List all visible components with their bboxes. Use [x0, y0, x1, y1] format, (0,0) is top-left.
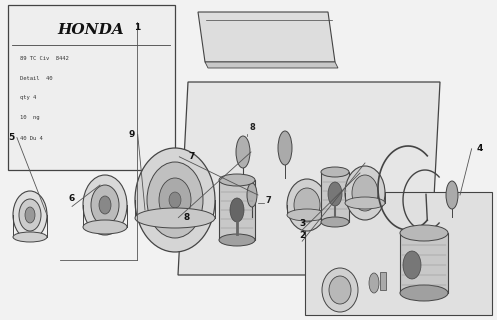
- Text: 1: 1: [134, 23, 140, 32]
- Polygon shape: [178, 82, 440, 275]
- Ellipse shape: [91, 185, 119, 225]
- Ellipse shape: [236, 136, 250, 168]
- Polygon shape: [198, 12, 335, 62]
- Text: 6: 6: [69, 194, 75, 203]
- Polygon shape: [8, 5, 175, 170]
- Text: 7: 7: [188, 152, 194, 161]
- Ellipse shape: [19, 199, 41, 231]
- Ellipse shape: [147, 162, 203, 238]
- Ellipse shape: [321, 217, 349, 227]
- Ellipse shape: [403, 251, 421, 279]
- Ellipse shape: [247, 183, 257, 207]
- Ellipse shape: [352, 175, 378, 211]
- Ellipse shape: [135, 148, 215, 252]
- Ellipse shape: [322, 268, 358, 312]
- Ellipse shape: [400, 285, 448, 301]
- Ellipse shape: [287, 209, 327, 221]
- Text: 9: 9: [129, 130, 135, 139]
- Ellipse shape: [294, 188, 320, 222]
- Ellipse shape: [230, 198, 244, 222]
- Ellipse shape: [446, 181, 458, 209]
- Ellipse shape: [278, 131, 292, 165]
- Ellipse shape: [169, 192, 181, 208]
- Text: 89 TC Civ  8442: 89 TC Civ 8442: [20, 55, 69, 60]
- Polygon shape: [205, 62, 338, 68]
- Ellipse shape: [13, 191, 47, 239]
- Polygon shape: [380, 272, 386, 290]
- Polygon shape: [400, 233, 448, 293]
- Ellipse shape: [345, 166, 385, 220]
- Ellipse shape: [135, 208, 215, 228]
- Text: 40 Du 4: 40 Du 4: [20, 135, 43, 140]
- Ellipse shape: [287, 179, 327, 231]
- Text: 4: 4: [477, 144, 483, 153]
- Text: Detail  40: Detail 40: [20, 76, 53, 81]
- Ellipse shape: [13, 232, 47, 242]
- Ellipse shape: [329, 276, 351, 304]
- Text: HONDA: HONDA: [58, 23, 124, 37]
- Ellipse shape: [99, 196, 111, 214]
- Ellipse shape: [25, 207, 35, 223]
- Text: qty 4: qty 4: [20, 95, 36, 100]
- Text: 8: 8: [183, 213, 189, 222]
- Text: 5: 5: [8, 133, 14, 142]
- Text: 2: 2: [299, 231, 305, 240]
- Ellipse shape: [83, 175, 127, 235]
- Ellipse shape: [369, 273, 379, 293]
- Ellipse shape: [83, 220, 127, 234]
- Ellipse shape: [400, 225, 448, 241]
- Ellipse shape: [328, 182, 342, 206]
- Text: 8: 8: [249, 123, 255, 132]
- Polygon shape: [305, 192, 492, 315]
- Polygon shape: [219, 180, 255, 240]
- Text: 3: 3: [299, 220, 305, 228]
- Ellipse shape: [219, 174, 255, 186]
- Ellipse shape: [159, 178, 191, 222]
- Ellipse shape: [345, 197, 385, 209]
- Text: 7: 7: [266, 196, 272, 205]
- Text: 10  ng: 10 ng: [20, 116, 39, 121]
- Polygon shape: [321, 172, 349, 222]
- Ellipse shape: [219, 234, 255, 246]
- Ellipse shape: [321, 167, 349, 177]
